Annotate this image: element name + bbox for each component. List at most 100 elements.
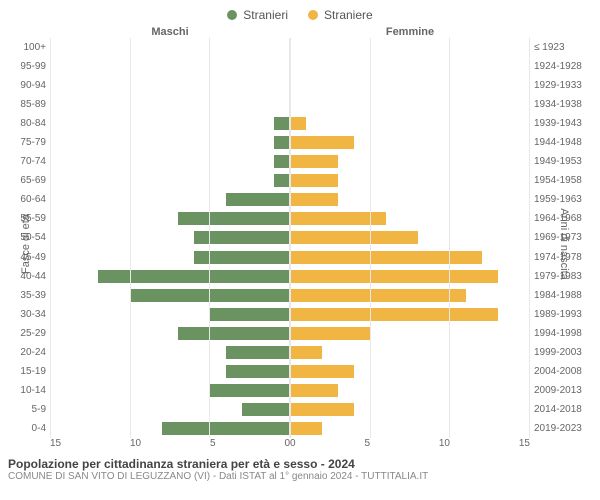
bar-male	[226, 346, 290, 359]
legend-marker-male	[227, 10, 237, 20]
bar-row-male	[50, 116, 290, 131]
legend-male: Stranieri	[227, 8, 288, 22]
legend-label-female: Straniere	[324, 8, 373, 22]
bar-row-male	[50, 307, 290, 322]
legend-female: Straniere	[308, 8, 373, 22]
header-female: Femmine	[290, 26, 530, 38]
bar-row-female	[291, 230, 531, 245]
bar-row-female	[291, 173, 531, 188]
bar-male	[130, 289, 290, 302]
bar-row-male	[50, 230, 290, 245]
bar-female	[291, 270, 499, 283]
age-label: 80-84	[8, 118, 46, 129]
bars-area	[50, 38, 530, 438]
bar-row-male	[50, 288, 290, 303]
bar-row-male	[50, 269, 290, 284]
bar-row-male	[50, 192, 290, 207]
birth-year-label: 1999-2003	[534, 347, 592, 358]
bar-row-male	[50, 40, 290, 55]
bar-female	[291, 212, 387, 225]
bar-row-female	[291, 269, 531, 284]
birth-year-label: 1944-1948	[534, 137, 592, 148]
bar-row-male	[50, 154, 290, 169]
bar-row-male	[50, 59, 290, 74]
birth-year-label: 2014-2018	[534, 404, 592, 415]
bar-row-female	[291, 116, 531, 131]
bar-female	[291, 193, 339, 206]
bar-row-female	[291, 402, 531, 417]
bar-row-female	[291, 326, 531, 341]
bar-row-female	[291, 154, 531, 169]
bar-row-female	[291, 364, 531, 379]
x-axis: 051015 051015	[8, 438, 592, 449]
birth-year-label: 1939-1943	[534, 118, 592, 129]
bar-row-male	[50, 364, 290, 379]
x-axis-right: 051015	[290, 438, 530, 449]
bar-female	[291, 289, 467, 302]
age-label: 5-9	[8, 404, 46, 415]
bar-male	[274, 155, 290, 168]
bar-female	[291, 384, 339, 397]
bar-row-female	[291, 345, 531, 360]
bar-male	[194, 251, 290, 264]
birth-year-label: 1994-1998	[534, 328, 592, 339]
age-label: 15-19	[8, 366, 46, 377]
birth-year-label: 1989-1993	[534, 309, 592, 320]
age-label: 35-39	[8, 290, 46, 301]
x-tick: 10	[130, 438, 141, 449]
legend-label-male: Stranieri	[243, 8, 288, 22]
birth-year-label: 1949-1953	[534, 156, 592, 167]
chart-footer: Popolazione per cittadinanza straniera p…	[8, 457, 592, 482]
bar-row-female	[291, 383, 531, 398]
bar-row-female	[291, 250, 531, 265]
bar-row-female	[291, 421, 531, 436]
bar-row-male	[50, 383, 290, 398]
bar-male	[162, 422, 290, 435]
age-label: 60-64	[8, 194, 46, 205]
bar-female	[291, 174, 339, 187]
bar-row-male	[50, 421, 290, 436]
x-tick: 5	[364, 438, 370, 449]
bar-female	[291, 346, 323, 359]
bar-female	[291, 251, 483, 264]
bar-male	[178, 327, 290, 340]
population-pyramid-chart: Stranieri Straniere Maschi Femmine Fasce…	[8, 8, 592, 492]
bar-male	[274, 174, 290, 187]
birth-year-label: 2009-2013	[534, 385, 592, 396]
header-male: Maschi	[50, 26, 290, 38]
age-label: 30-34	[8, 309, 46, 320]
bar-female	[291, 117, 307, 130]
chart-title: Popolazione per cittadinanza straniera p…	[8, 457, 592, 471]
bar-row-male	[50, 402, 290, 417]
bar-row-male	[50, 173, 290, 188]
bar-row-male	[50, 326, 290, 341]
bars-female	[291, 38, 531, 438]
bar-female	[291, 422, 323, 435]
bar-female	[291, 327, 371, 340]
x-axis-left: 051015	[50, 438, 290, 449]
birth-year-label: 1954-1958	[534, 175, 592, 186]
bar-row-female	[291, 78, 531, 93]
bar-row-male	[50, 97, 290, 112]
bars-male	[50, 38, 291, 438]
x-tick: 10	[439, 438, 450, 449]
bar-row-male	[50, 250, 290, 265]
birth-year-label: 1924-1928	[534, 61, 592, 72]
birth-year-label: 1984-1988	[534, 290, 592, 301]
bar-row-male	[50, 135, 290, 150]
bar-male	[178, 212, 290, 225]
age-label: 90-94	[8, 80, 46, 91]
bar-row-male	[50, 78, 290, 93]
bar-row-female	[291, 307, 531, 322]
bar-male	[242, 403, 290, 416]
bar-row-female	[291, 211, 531, 226]
bar-female	[291, 136, 355, 149]
bar-male	[210, 308, 290, 321]
x-tick: 0	[290, 438, 296, 449]
birth-year-label: ≤ 1923	[534, 42, 592, 53]
bar-female	[291, 365, 355, 378]
age-label: 85-89	[8, 99, 46, 110]
chart-plot-area: Fasce di età Anni di nascita 100+95-9990…	[8, 38, 592, 438]
bar-row-female	[291, 135, 531, 150]
age-label: 75-79	[8, 137, 46, 148]
